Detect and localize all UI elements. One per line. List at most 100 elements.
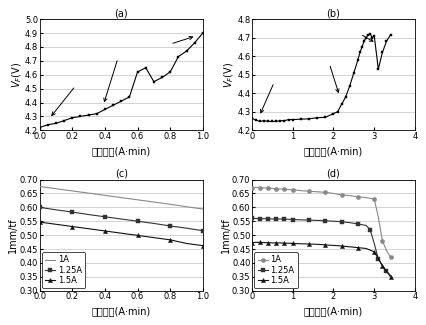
1A xyxy=(298,189,303,193)
1A xyxy=(274,187,279,191)
1.25A xyxy=(102,215,107,219)
Y-axis label: $V_F$(V): $V_F$(V) xyxy=(10,61,23,88)
1.25A xyxy=(286,217,291,221)
1.5A xyxy=(102,229,107,233)
1.25A xyxy=(388,273,393,277)
1.5A xyxy=(371,250,377,254)
1.5A xyxy=(314,242,320,246)
1.25A xyxy=(257,217,262,221)
1.25A xyxy=(347,221,352,225)
1.5A xyxy=(306,242,311,246)
1.5A xyxy=(363,247,368,251)
1.5A xyxy=(380,264,385,268)
1.5A xyxy=(290,241,295,245)
1.25A xyxy=(384,269,389,273)
1.5A xyxy=(253,240,259,244)
1.25A xyxy=(253,216,259,220)
1.25A xyxy=(265,217,271,221)
Line: 1.25A: 1.25A xyxy=(37,205,205,233)
Y-axis label: 1mm/tf: 1mm/tf xyxy=(221,217,230,253)
1.25A xyxy=(249,216,254,220)
1.25A xyxy=(135,219,140,223)
1.5A xyxy=(200,244,205,248)
1A xyxy=(384,249,389,253)
1.25A xyxy=(274,217,279,221)
Y-axis label: $V_F$(V): $V_F$(V) xyxy=(222,61,236,88)
1A xyxy=(347,194,352,198)
1.5A xyxy=(265,241,271,245)
1.5A xyxy=(168,238,173,242)
1.25A xyxy=(314,218,320,222)
1.25A xyxy=(282,217,287,221)
1A xyxy=(253,185,259,189)
1A xyxy=(323,190,328,194)
1.5A xyxy=(323,243,328,247)
1A xyxy=(262,186,267,190)
1A xyxy=(249,186,254,190)
1.5A xyxy=(355,246,360,250)
1A xyxy=(151,200,156,204)
1.5A xyxy=(119,231,124,235)
1A xyxy=(388,255,393,259)
1.25A xyxy=(270,217,275,221)
Line: 1.5A: 1.5A xyxy=(250,240,393,279)
1A xyxy=(306,189,311,193)
1A xyxy=(339,193,344,197)
1A xyxy=(102,193,107,197)
1.25A xyxy=(168,224,173,228)
Line: 1.25A: 1.25A xyxy=(250,216,393,278)
1.25A xyxy=(262,217,267,221)
1.25A xyxy=(376,257,381,261)
1A xyxy=(119,196,124,200)
1.25A xyxy=(53,208,58,212)
1.5A xyxy=(249,241,254,245)
1A xyxy=(355,195,360,199)
1.5A xyxy=(184,241,189,245)
1A xyxy=(86,191,91,195)
Title: (c): (c) xyxy=(115,169,128,179)
1A xyxy=(53,187,58,191)
1.25A xyxy=(184,226,189,230)
1A xyxy=(380,239,385,243)
1.25A xyxy=(306,218,311,222)
1.5A xyxy=(151,236,156,240)
1.25A xyxy=(37,205,42,209)
1.5A xyxy=(339,244,344,248)
1.5A xyxy=(278,241,283,245)
Title: (d): (d) xyxy=(327,169,340,179)
1A xyxy=(270,187,275,190)
Line: 1A: 1A xyxy=(40,187,203,209)
Legend: 1A, 1.25A, 1.5A: 1A, 1.25A, 1.5A xyxy=(42,252,85,288)
1A xyxy=(265,186,271,190)
Title: (b): (b) xyxy=(326,8,340,18)
X-axis label: 总退化率(A·min): 总退化率(A·min) xyxy=(92,146,151,156)
1.25A xyxy=(371,241,377,245)
1A xyxy=(363,196,368,200)
Line: 1A: 1A xyxy=(250,185,393,259)
Title: (a): (a) xyxy=(115,8,128,18)
1.5A xyxy=(347,245,352,249)
X-axis label: 总退化率(A·min): 总退化率(A·min) xyxy=(304,146,363,156)
1.5A xyxy=(274,241,279,245)
1.25A xyxy=(323,219,328,223)
1.25A xyxy=(363,224,368,228)
1A xyxy=(376,215,381,219)
1A xyxy=(135,198,140,202)
1.25A xyxy=(331,219,336,223)
1.25A xyxy=(368,227,373,231)
1.5A xyxy=(37,220,42,224)
1.25A xyxy=(290,218,295,222)
1.25A xyxy=(70,210,75,214)
1.5A xyxy=(135,233,140,237)
1A xyxy=(290,188,295,192)
1A xyxy=(286,188,291,191)
1A xyxy=(257,186,262,189)
1A xyxy=(331,191,336,195)
1.25A xyxy=(86,213,91,216)
1.25A xyxy=(151,222,156,226)
1.5A xyxy=(286,241,291,245)
1.5A xyxy=(331,243,336,247)
1.25A xyxy=(200,229,205,233)
1.25A xyxy=(339,220,344,224)
1.5A xyxy=(53,222,58,226)
